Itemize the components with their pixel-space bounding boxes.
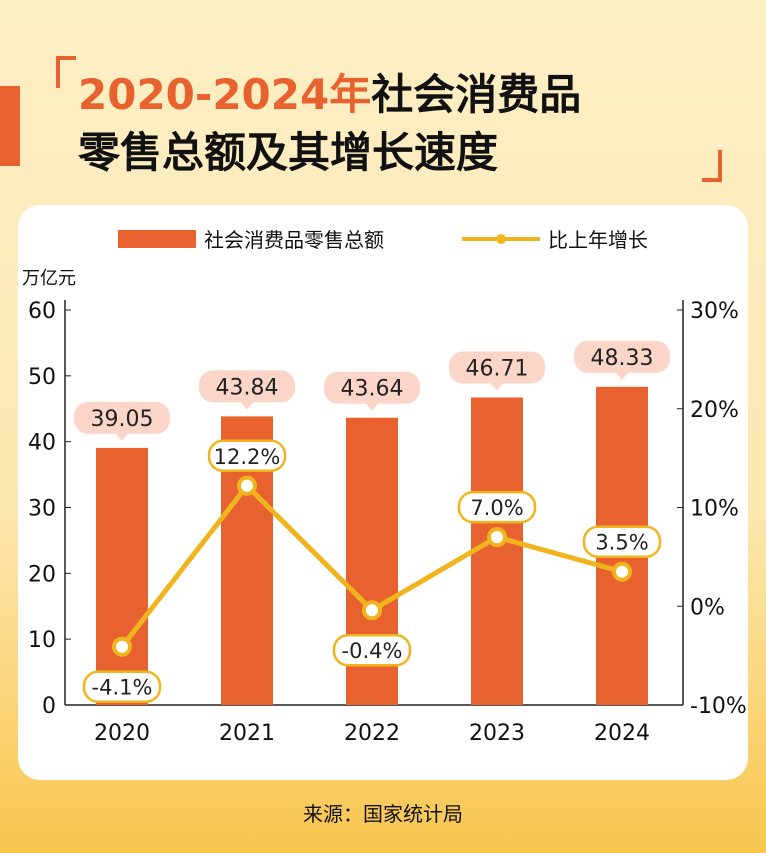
line-value-label: 3.5% [595,531,648,555]
legend-bar-swatch [118,230,196,248]
bar [471,397,523,705]
line-point [487,527,507,548]
x-tick-label: 2022 [344,721,400,746]
title-rest: 社会消费品 [371,70,582,119]
y2-tick-label: 30% [690,299,739,324]
line-point [112,636,132,657]
bracket-open [56,56,76,88]
bar-value-label: 43.64 [341,377,404,402]
line-value-label: 7.0% [470,496,523,520]
y2-tick-label: 0% [690,595,725,620]
line-point [362,600,382,621]
bar-label-bubble [324,371,420,404]
bar [96,447,148,705]
bar-label-bubble [449,351,545,384]
bar-label-pointer [490,382,504,391]
legend-line-marker [496,234,506,244]
bar-label-pointer [115,432,129,441]
line-point [237,475,257,496]
line-label-bubble [582,525,662,558]
line-label-bubble [332,633,412,667]
line-label-bubble [457,490,537,524]
y2-tick-label: 10% [690,497,739,522]
y2-tick-label: -10% [690,694,747,719]
bar-value-label: 43.84 [216,375,279,400]
bar-value-label: 48.33 [591,346,654,371]
x-tick-label: 2021 [219,721,275,746]
page-title: 2020-2024年社会消费品零售总额及其增长速度 [78,66,581,182]
bar-label-bubble [199,370,295,403]
bar-label-bubble [574,340,670,373]
title-line2: 零售总额及其增长速度 [78,128,499,177]
line-label-bubble [82,670,162,703]
y-tick-label: 60 [28,299,56,324]
y-tick-label: 50 [28,365,56,390]
line-value-label: -4.1% [92,676,153,700]
line-value-label: -0.4% [342,639,403,663]
bar-label-pointer [240,401,254,410]
x-tick-label: 2023 [469,721,525,746]
line-label-bubble [207,439,287,473]
y-tick-label: 10 [28,628,56,653]
bar-label-pointer [365,402,379,411]
bar-value-label: 39.05 [91,407,154,432]
source-text: 来源：国家统计局 [303,802,463,826]
y2-tick-label: 20% [690,398,739,423]
bracket-close [702,150,722,182]
title-highlight: 2020-2024年 [78,70,372,119]
y-tick-label: 30 [28,497,56,522]
bar-label-bubble [74,401,170,434]
x-tick-label: 2024 [594,721,650,746]
legend-bar-label: 社会消费品零售总额 [204,228,384,252]
y-tick-label: 40 [28,431,56,456]
y-tick-label: 0 [42,694,56,719]
x-tick-label: 2020 [94,721,150,746]
bar-label-pointer [615,371,629,380]
legend-line-label: 比上年增长 [548,228,648,252]
bar-value-label: 46.71 [466,356,529,381]
line-point [612,561,632,582]
line-value-label: 12.2% [214,445,281,469]
y-axis-label: 万亿元 [22,268,76,289]
accent-bar [0,86,20,166]
y-tick-label: 20 [28,562,56,587]
